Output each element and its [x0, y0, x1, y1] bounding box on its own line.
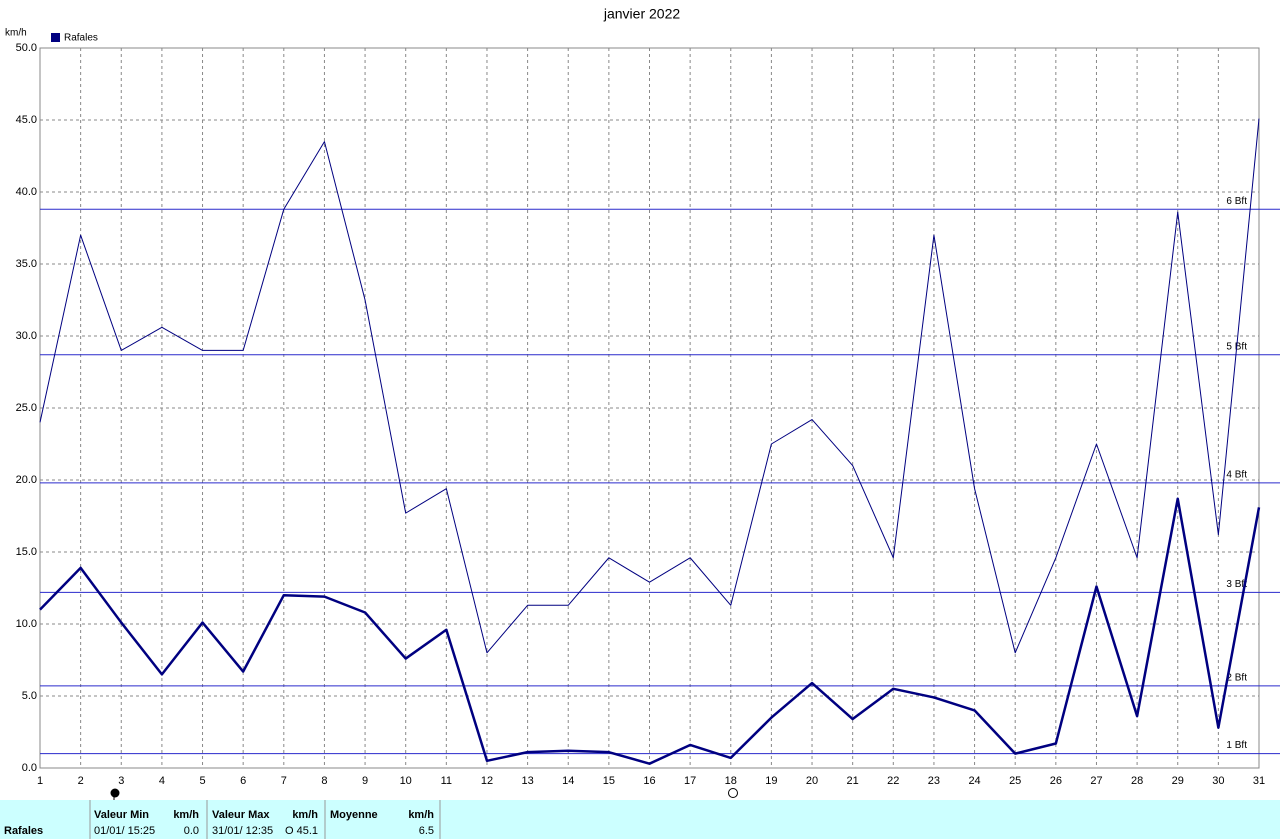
- x-tick-label: 11: [441, 775, 452, 787]
- x-tick-label: 12: [481, 775, 493, 787]
- x-tick-label: 4: [159, 775, 165, 787]
- table-cell: 31/01/ 12:35: [212, 825, 273, 837]
- x-tick-label: 14: [562, 775, 574, 787]
- x-tick-label: 28: [1131, 775, 1143, 787]
- table-cell: 01/01/ 15:25: [94, 825, 155, 837]
- x-tick-label: 2: [78, 775, 84, 787]
- beaufort-label: 3 Bft: [1226, 579, 1247, 590]
- x-tick-label: 21: [847, 775, 859, 787]
- x-tick-label: 30: [1212, 775, 1224, 787]
- x-tick-label: 16: [643, 775, 655, 787]
- x-tick-label: 22: [887, 775, 899, 787]
- table-header: Moyenne: [330, 809, 378, 821]
- x-tick-label: 20: [806, 775, 818, 787]
- x-tick-label: 6: [240, 775, 246, 787]
- y-tick-label: 50.0: [16, 42, 37, 54]
- x-tick-label: 7: [281, 775, 287, 787]
- table-header: km/h: [292, 809, 318, 821]
- y-tick-label: 20.0: [16, 474, 37, 486]
- table-cell: O 45.1: [285, 825, 318, 837]
- table-cell: 6.5: [419, 825, 434, 837]
- x-tick-label: 26: [1050, 775, 1062, 787]
- x-tick-label: 19: [765, 775, 777, 787]
- y-tick-label: 40.0: [16, 186, 37, 198]
- beaufort-label: 1 Bft: [1226, 740, 1247, 751]
- beaufort-label: 2 Bft: [1226, 673, 1247, 684]
- x-tick-label: 27: [1090, 775, 1102, 787]
- legend-label: Rafales: [64, 33, 98, 44]
- x-tick-label: 9: [362, 775, 368, 787]
- y-tick-label: 30.0: [16, 330, 37, 342]
- table-header: km/h: [173, 809, 199, 821]
- table-header: km/h: [408, 809, 434, 821]
- table-row-label: Rafales: [4, 825, 43, 837]
- y-tick-label: 35.0: [16, 258, 37, 270]
- series-line: [39, 497, 1261, 765]
- x-tick-label: 18: [725, 775, 737, 787]
- x-tick-label: 1: [37, 775, 43, 787]
- y-tick-label: 45.0: [16, 114, 37, 126]
- y-unit: km/h: [5, 28, 27, 39]
- y-tick-label: 25.0: [16, 402, 37, 414]
- x-tick-label: 15: [603, 775, 615, 787]
- new-moon-icon: [110, 788, 120, 798]
- x-tick-label: 13: [521, 775, 533, 787]
- y-tick-label: 15.0: [16, 546, 37, 558]
- y-tick-label: 0.0: [22, 762, 37, 774]
- x-tick-label: 24: [968, 775, 980, 787]
- table-cell: 0.0: [184, 825, 199, 837]
- table-header: Valeur Min: [94, 809, 149, 821]
- x-tick-label: 29: [1172, 775, 1184, 787]
- x-tick-label: 10: [400, 775, 412, 787]
- x-tick-label: 3: [118, 775, 124, 787]
- y-tick-label: 5.0: [22, 690, 37, 702]
- table-background: [0, 800, 1280, 839]
- table-header: Valeur Max: [212, 809, 270, 821]
- x-tick-label: 5: [199, 775, 205, 787]
- beaufort-label: 4 Bft: [1226, 470, 1247, 481]
- x-tick-label: 23: [928, 775, 940, 787]
- y-tick-label: 10.0: [16, 618, 37, 630]
- chart-title: janvier 2022: [603, 6, 680, 22]
- x-tick-label: 17: [684, 775, 696, 787]
- series-line: [39, 118, 1260, 654]
- x-tick-label: 25: [1009, 775, 1021, 787]
- full-moon-icon: [728, 788, 738, 798]
- x-tick-label: 31: [1253, 775, 1265, 787]
- x-tick-label: 8: [321, 775, 327, 787]
- legend-swatch: [51, 33, 60, 42]
- beaufort-label: 6 Bft: [1226, 196, 1247, 207]
